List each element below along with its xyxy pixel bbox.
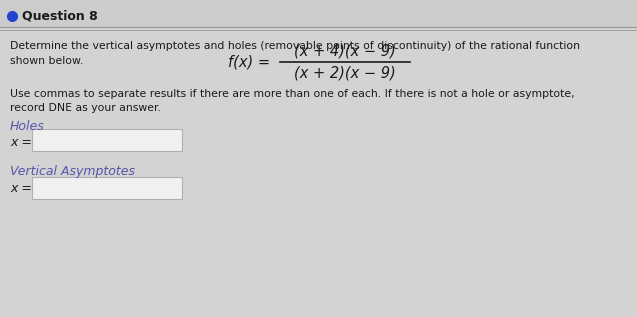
Text: shown below.: shown below.: [10, 56, 83, 66]
FancyBboxPatch shape: [32, 177, 182, 199]
Text: (x + 2)(x − 9): (x + 2)(x − 9): [294, 66, 396, 81]
Text: f(x) =: f(x) =: [228, 55, 270, 69]
Text: Question 8: Question 8: [22, 10, 97, 23]
Text: Use commas to separate results if there are more than one of each. If there is n: Use commas to separate results if there …: [10, 89, 575, 99]
Text: x =: x =: [10, 183, 32, 196]
Text: x =: x =: [10, 135, 32, 148]
Text: Determine the vertical asymptotes and holes (removable points of discontinuity) : Determine the vertical asymptotes and ho…: [10, 41, 580, 51]
FancyBboxPatch shape: [0, 0, 637, 27]
Text: Vertical Asymptotes: Vertical Asymptotes: [10, 165, 135, 178]
FancyBboxPatch shape: [32, 129, 182, 151]
Text: (x + 4)(x − 9): (x + 4)(x − 9): [294, 43, 396, 59]
Text: Holes: Holes: [10, 120, 45, 133]
Text: record DNE as your answer.: record DNE as your answer.: [10, 103, 161, 113]
